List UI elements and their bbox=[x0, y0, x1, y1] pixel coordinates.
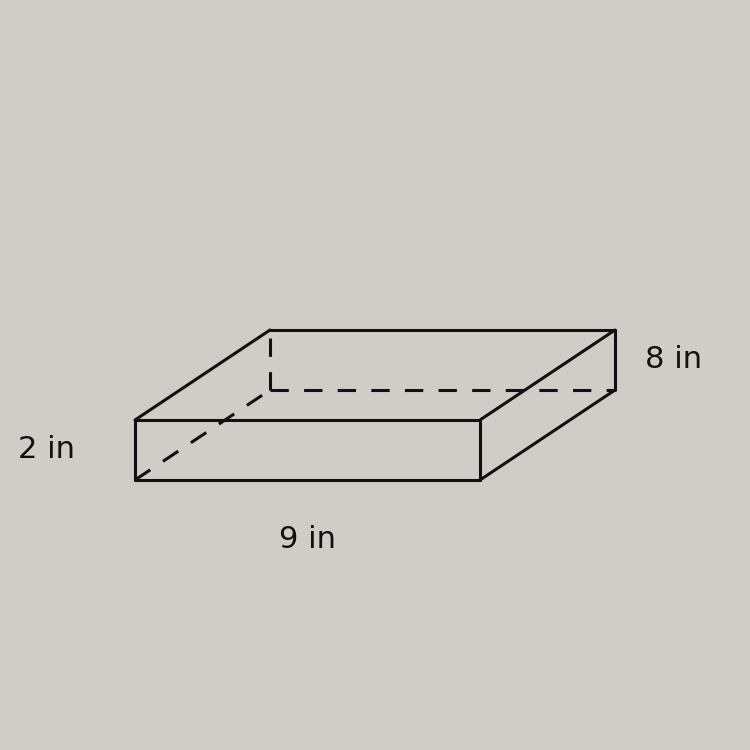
Text: 2 in: 2 in bbox=[18, 436, 75, 464]
Text: 8 in: 8 in bbox=[645, 346, 702, 374]
Text: 9 in: 9 in bbox=[279, 525, 336, 554]
